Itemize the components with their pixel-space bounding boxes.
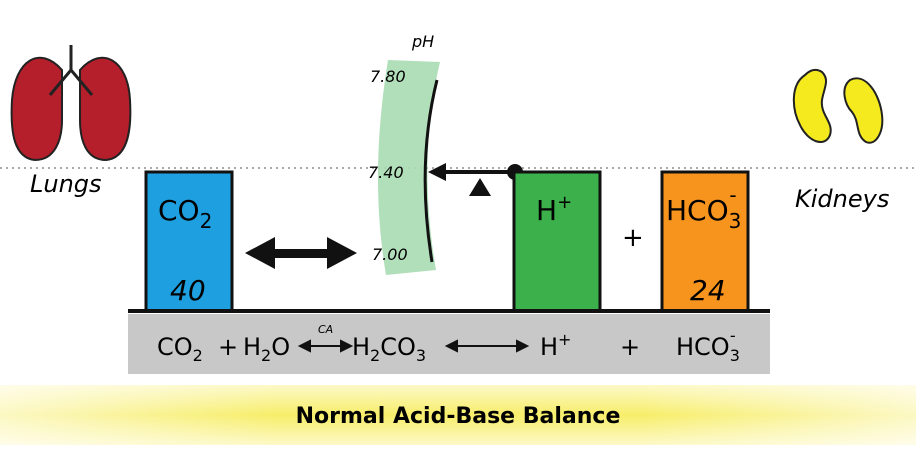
formula-base: HCO [676,333,730,361]
eq-h: H+ [540,330,571,361]
ph-band [377,60,440,275]
formula-sub: 2 [193,346,203,365]
formula-sub: 2 [261,346,271,365]
h-box [512,170,602,313]
eq-plus: + [218,333,238,361]
formula-sub: 3 [416,346,426,365]
h-box-label: H+ [536,192,572,227]
ph-scale-line [423,79,439,263]
formula-base: CO [158,194,200,227]
formula-sup: + [558,330,571,349]
ph-pointer-head [428,163,446,181]
formula-base: H [352,333,370,361]
kidneys-label: Kidneys [795,185,889,213]
formula-base: CO [380,333,416,361]
formula-sub: 2 [200,209,213,233]
ph-tick-label: 7.40 [368,163,404,182]
formula-base: H [243,333,261,361]
hco3-box [660,170,750,313]
title-band-fade [0,385,916,445]
double-arrow [245,237,357,269]
equation: CO2 + H2O CA H2CO3 H+ + HCO3- [157,323,740,365]
eq-hco3: HCO3- [676,326,740,365]
lungs-label: Lungs [30,170,102,198]
fulcrum [469,178,491,196]
formula-sup: + [557,192,572,213]
ph-label: pH [411,32,434,51]
eq-co2: CO2 [157,333,203,365]
formula-sup: - [730,326,736,345]
eq-h2o: H2O [243,333,290,365]
formula-sup: - [729,183,736,207]
ph-tick-label: 7.00 [372,245,408,264]
formula-base: CO [157,333,193,361]
title: Normal Acid-Base Balance [296,404,621,429]
formula-base: O [271,333,290,361]
equation-arrows [297,339,530,353]
formula-sub: 3 [729,209,742,233]
formula-base: H [540,333,558,361]
lungs-icon [10,45,132,162]
eq-plus: + [620,333,640,361]
co2-box-label: CO2 [158,194,212,233]
ph-tick-label: 7.80 [370,67,406,86]
eq-h2co3: H2CO3 [352,333,426,365]
plus-sign: + [622,223,644,253]
kidneys-icon [792,68,884,144]
formula-sub: 3 [730,346,740,365]
co2-value: 40 [170,274,206,307]
hco3-value: 24 [690,274,726,307]
hco3-box-label: HCO3- [666,183,741,233]
formula-base: H [536,194,557,227]
formula-sub: 2 [370,346,380,365]
formula-base: HCO [666,194,729,227]
enzyme-label: CA [318,323,333,336]
